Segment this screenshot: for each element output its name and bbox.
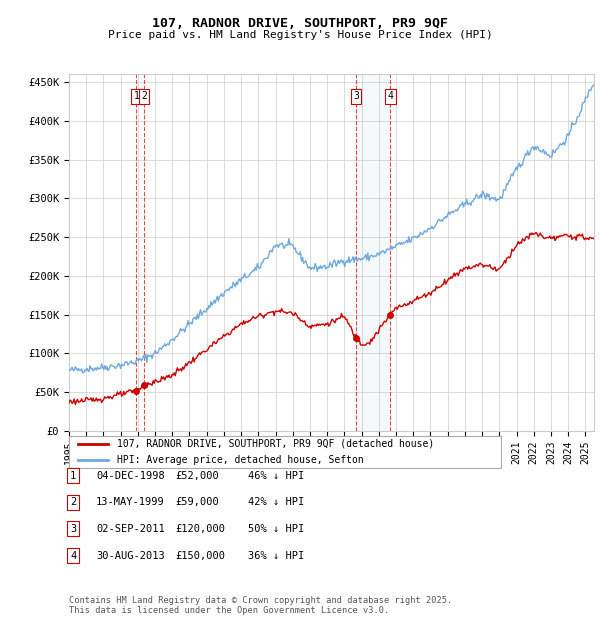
Text: 42% ↓ HPI: 42% ↓ HPI [248,497,304,507]
Text: 1: 1 [70,471,76,480]
Text: £120,000: £120,000 [176,524,226,534]
Text: £59,000: £59,000 [176,497,220,507]
Text: £150,000: £150,000 [176,551,226,560]
Text: 13-MAY-1999: 13-MAY-1999 [96,497,165,507]
Text: 04-DEC-1998: 04-DEC-1998 [96,471,165,480]
Text: Price paid vs. HM Land Registry's House Price Index (HPI): Price paid vs. HM Land Registry's House … [107,30,493,40]
Text: 3: 3 [70,524,76,534]
Text: 107, RADNOR DRIVE, SOUTHPORT, PR9 9QF (detached house): 107, RADNOR DRIVE, SOUTHPORT, PR9 9QF (d… [116,439,434,449]
Text: 2: 2 [70,497,76,507]
Text: 4: 4 [387,91,393,101]
Bar [356,74,390,431]
Text: 3: 3 [353,91,359,101]
Text: £52,000: £52,000 [176,471,220,480]
Text: 50% ↓ HPI: 50% ↓ HPI [248,524,304,534]
Text: 36% ↓ HPI: 36% ↓ HPI [248,551,304,560]
Text: 46% ↓ HPI: 46% ↓ HPI [248,471,304,480]
Text: 4: 4 [70,551,76,560]
Text: 30-AUG-2013: 30-AUG-2013 [96,551,165,560]
Text: 2: 2 [141,91,147,101]
Text: 02-SEP-2011: 02-SEP-2011 [96,524,165,534]
Text: 1: 1 [134,91,139,101]
Text: HPI: Average price, detached house, Sefton: HPI: Average price, detached house, Seft… [116,455,363,465]
Text: Contains HM Land Registry data © Crown copyright and database right 2025.
This d: Contains HM Land Registry data © Crown c… [69,596,452,615]
Text: 107, RADNOR DRIVE, SOUTHPORT, PR9 9QF: 107, RADNOR DRIVE, SOUTHPORT, PR9 9QF [152,17,448,30]
